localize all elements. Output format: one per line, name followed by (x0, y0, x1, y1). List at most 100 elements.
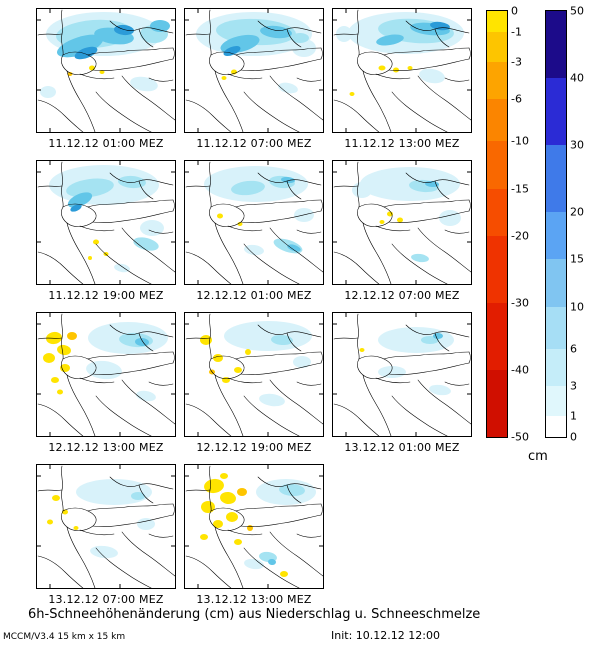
colorbar-tick-label: -20 (511, 229, 529, 243)
panel-timestamp: 12.12.12 19:00 MEZ (196, 441, 312, 454)
snow-patch (433, 333, 443, 339)
snow-patch (200, 335, 212, 345)
snow-patch (237, 488, 247, 496)
snow-patch (217, 213, 223, 219)
snow-patch (43, 353, 55, 363)
snow-patch (99, 70, 105, 74)
map-panel: 11.12.12 07:00 MEZ (184, 8, 324, 150)
snow-patch (118, 175, 146, 189)
snow-patch (293, 356, 311, 368)
snow-patch (40, 86, 56, 98)
snow-change-patches (200, 321, 312, 407)
snow-change-map (184, 464, 324, 589)
snow-patch (393, 67, 399, 73)
snow-patch (349, 92, 355, 96)
colorbar-tick-label: 40 (570, 71, 584, 85)
colorbar-segment (546, 212, 566, 260)
snow-patch (352, 182, 372, 198)
lat-lon-ticks (37, 9, 175, 132)
lat-lon-ticks (333, 313, 471, 436)
snow-patch (259, 393, 285, 407)
init-time-label: Init: 10.12.12 12:00 (331, 629, 440, 642)
map-panel: 12.12.12 07:00 MEZ (332, 160, 472, 302)
snow-patch (137, 518, 155, 530)
snow-patch (378, 366, 406, 378)
colorbar-positive: 50 40 30 20 15 10 6 3 1 0 (545, 5, 605, 444)
snow-change-patches (200, 473, 316, 577)
snow-patch (223, 45, 241, 57)
snow-patch (411, 253, 429, 263)
colorbar-segment (546, 11, 566, 78)
snow-patch (76, 479, 152, 505)
panel-timestamp: 11.12.12 13:00 MEZ (344, 137, 460, 150)
map-panels-grid: 11.12.12 01:00 MEZ 11.12.12 07:00 MEZ (36, 8, 472, 606)
lat-lon-ticks (333, 9, 471, 132)
snow-patch (88, 256, 92, 260)
map-frame (36, 464, 176, 589)
lat-lon-ticks (185, 161, 323, 284)
snow-patch (131, 492, 145, 500)
snow-patch (52, 495, 60, 501)
colorbar-segment (487, 188, 507, 236)
snow-change-map (184, 8, 324, 133)
snow-patch (70, 204, 82, 212)
snow-patch (220, 473, 228, 479)
figure-title: 6h-Schneehöhenänderung (cm) aus Niedersc… (28, 607, 481, 622)
snow-patch (200, 534, 208, 540)
snow-change-patches (359, 327, 454, 396)
map-panel: 13.12.12 01:00 MEZ (332, 312, 472, 454)
snow-patch (135, 337, 149, 347)
snow-patch (247, 525, 253, 531)
snow-change-patches (49, 165, 164, 273)
snow-patch (220, 491, 236, 505)
panel-timestamp: 13.12.12 07:00 MEZ (48, 593, 164, 606)
snow-patch (429, 384, 451, 396)
snow-patch (204, 478, 224, 494)
map-panel: 12.12.12 13:00 MEZ (36, 312, 176, 454)
snow-patch (86, 360, 122, 380)
snow-patch (51, 377, 59, 383)
panel-timestamp: 11.12.12 01:00 MEZ (48, 137, 164, 150)
snow-patch (73, 526, 79, 530)
snow-patch (221, 76, 227, 80)
snow-patch (140, 220, 164, 236)
snow-patch (237, 222, 243, 226)
colorbar-tick-label: 20 (570, 205, 584, 219)
colorbar-segment (546, 145, 566, 212)
colorbar-tick-label: 10 (570, 300, 584, 314)
snow-patch (133, 237, 159, 251)
colorbar-tick-label: -40 (511, 363, 529, 377)
snow-patch (292, 39, 316, 57)
colorbar-segment (487, 369, 507, 437)
map-frame (36, 312, 176, 437)
map-frame (184, 464, 324, 589)
map-frame (184, 312, 324, 437)
colorbar-segment (546, 306, 566, 350)
colorbar-tick-label: 15 (570, 252, 584, 266)
lat-lon-ticks (37, 313, 175, 436)
colorbar-tick-label: -3 (511, 55, 522, 69)
snow-patch (430, 21, 450, 31)
snow-patch (397, 217, 403, 223)
snow-patch (439, 210, 461, 226)
map-frame (184, 8, 324, 133)
snow-patch (93, 239, 99, 245)
snow-patch (376, 34, 404, 46)
lat-lon-ticks (185, 313, 323, 436)
snow-patch (419, 68, 445, 84)
snow-patch (130, 76, 158, 92)
colorbar-negative-segments (486, 10, 508, 438)
snow-patch (287, 244, 301, 252)
colorbar-tick-label: -1 (511, 25, 522, 39)
snow-patch (213, 520, 223, 528)
snow-change-map (184, 160, 324, 285)
snow-patch (231, 180, 265, 196)
snow-change-patches (352, 167, 461, 263)
snow-change-map (332, 160, 472, 285)
snow-patch (57, 34, 103, 58)
snow-change-patches (336, 12, 464, 96)
map-panel: 13.12.12 07:00 MEZ (36, 464, 176, 606)
snow-change-map (36, 312, 176, 437)
panel-timestamp: 11.12.12 07:00 MEZ (196, 137, 312, 150)
